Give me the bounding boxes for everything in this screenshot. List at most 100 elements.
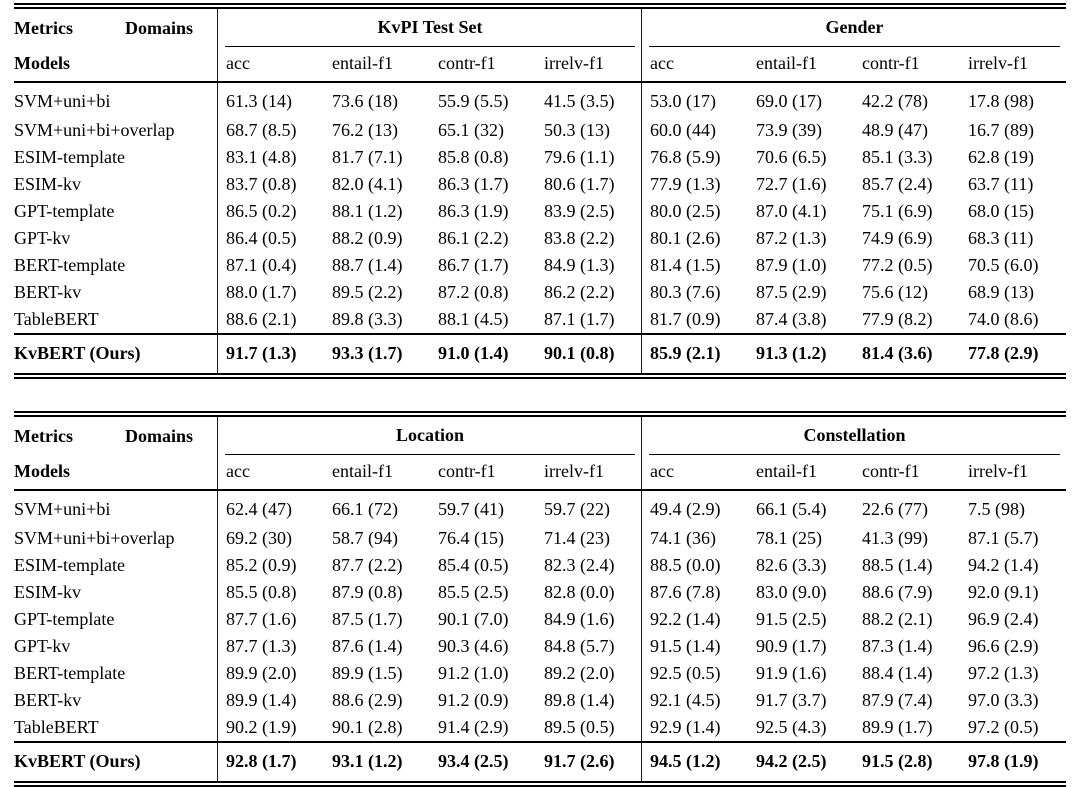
value-cell: 87.1 (1.7): [536, 306, 643, 333]
value-cell: 80.1 (2.6): [650, 227, 721, 248]
value-cell: 58.7 (94): [332, 527, 398, 548]
metric-header: irrelv-f1: [960, 455, 1067, 491]
metric-header: acc: [642, 47, 749, 83]
table-row: BERT-template 89.9 (2.0) 89.9 (1.5) 91.2 (1…: [14, 660, 1066, 687]
value-cell: 80.0 (2.5): [650, 200, 721, 221]
value-cell: 7.5 (98): [968, 499, 1026, 520]
value-cell: 97.2 (0.5): [968, 716, 1039, 737]
value-cell: 41.3 (99): [862, 527, 929, 548]
value-cell: 92.2 (1.4): [650, 608, 721, 629]
value-cell: 89.5 (2.2): [332, 281, 403, 302]
value-cell: 68.3 (11): [968, 227, 1034, 248]
metric-header-row: Models acc entail-f1 contr-f1 irrelv-f1 …: [14, 455, 1067, 491]
model-cell: BERT-template: [14, 660, 218, 687]
value-cell: 86.5 (0.2): [226, 200, 297, 221]
model-cell: SVM+uni+bi+overlap: [14, 117, 218, 144]
value-cell: 89.9 (2.0): [226, 662, 297, 683]
value-cell: 91.5 (2.5): [756, 608, 827, 629]
value-cell: 74.0 (8.6): [968, 308, 1039, 329]
metric-header: entail-f1: [748, 47, 855, 83]
value-cell: 88.4 (1.4): [862, 662, 933, 683]
table-row: BERT-kv 89.9 (1.4) 88.6 (2.9) 91.2 (0.9) 89.…: [14, 687, 1066, 714]
value-cell: 87.3 (1.4): [862, 635, 933, 656]
value-cell: 73.9 (39): [756, 119, 823, 140]
value-cell: 61.3 (14): [226, 91, 292, 112]
value-cell: 16.7 (89): [968, 119, 1035, 140]
value-cell: 88.2 (2.1): [862, 608, 933, 629]
table-row: ESIM-kv 85.5 (0.8) 87.9 (0.8) 85.5 (2.5) 82.…: [14, 579, 1066, 606]
table-row: SVM+uni+bi+overlap 68.7 (8.5) 76.2 (13) 65.…: [14, 117, 1066, 144]
value-cell: 85.9 (2.1): [642, 333, 749, 373]
value-cell: 87.7 (2.2): [332, 554, 403, 575]
table-gap: [14, 379, 1066, 411]
value-cell: 86.2 (2.2): [536, 279, 643, 306]
model-cell: BERT-kv: [14, 687, 218, 714]
value-cell: 83.8 (2.2): [536, 225, 643, 252]
value-cell: 49.4 (2.9): [650, 499, 721, 520]
value-cell: 77.9 (8.2): [862, 308, 933, 329]
value-cell: 88.7 (1.4): [332, 254, 403, 275]
group-header-constellation: Constellation: [642, 417, 1066, 455]
corner-header-cell: Metrics Domains: [14, 417, 218, 455]
value-cell: 88.5 (1.4): [862, 554, 933, 575]
value-cell: 22.6 (77): [862, 499, 929, 520]
metrics-label: Metrics: [14, 426, 73, 446]
value-cell: 88.1 (4.5): [438, 308, 509, 329]
metrics-label: Metrics: [14, 18, 73, 38]
value-cell: 70.6 (6.5): [756, 146, 827, 167]
value-cell: 94.5 (1.2): [642, 741, 749, 781]
models-header-cell: Models: [14, 47, 218, 83]
value-cell: 77.9 (1.3): [650, 173, 721, 194]
value-cell: 87.7 (1.6): [226, 608, 297, 629]
model-cell: ESIM-kv: [14, 171, 218, 198]
value-cell: 59.7 (22): [536, 491, 643, 525]
value-cell: 82.6 (3.3): [756, 554, 827, 575]
metric-header: acc: [218, 455, 324, 491]
value-cell: 78.1 (25): [756, 527, 823, 548]
value-cell: 92.8 (1.7): [218, 741, 324, 781]
value-cell: 87.5 (2.9): [756, 281, 827, 302]
value-cell: 93.4 (2.5): [430, 741, 536, 781]
value-cell: 89.9 (1.4): [226, 689, 297, 710]
value-cell: 89.2 (2.0): [536, 660, 643, 687]
value-cell: 87.2 (0.8): [438, 281, 509, 302]
value-cell: 89.9 (1.7): [862, 716, 933, 737]
value-cell: 62.8 (19): [968, 146, 1035, 167]
table-row: GPT-kv 86.4 (0.5) 88.2 (0.9) 86.1 (2.2) 83.8…: [14, 225, 1066, 252]
value-cell: 94.2 (2.5): [748, 741, 855, 781]
value-cell: 91.7 (2.6): [536, 741, 643, 781]
metric-header: irrelv-f1: [960, 47, 1067, 83]
value-cell: 97.8 (1.9): [960, 741, 1067, 781]
value-cell: 96.6 (2.9): [968, 635, 1039, 656]
value-cell: 81.7 (7.1): [332, 146, 403, 167]
value-cell: 92.0 (9.1): [968, 581, 1039, 602]
value-cell: 87.5 (1.7): [332, 608, 403, 629]
value-cell: 69.0 (17): [756, 91, 823, 112]
value-cell: 65.1 (32): [438, 119, 504, 140]
value-cell: 91.9 (1.6): [756, 662, 827, 683]
value-cell: 48.9 (47): [862, 119, 929, 140]
model-cell: SVM+uni+bi: [14, 491, 218, 525]
value-cell: 75.1 (6.9): [862, 200, 933, 221]
value-cell: 87.1 (5.7): [968, 527, 1039, 548]
value-cell: 86.3 (1.9): [438, 200, 509, 221]
metric-header: irrelv-f1: [536, 47, 643, 83]
model-cell: KvBERT (Ours): [14, 333, 218, 373]
value-cell: 92.5 (4.3): [756, 716, 827, 737]
group-header-row: Metrics Domains Location Constellation: [14, 417, 1066, 455]
value-cell: 89.8 (1.4): [536, 687, 643, 714]
model-cell: GPT-template: [14, 198, 218, 225]
highlight-row: KvBERT (Ours) 91.7 (1.3) 93.3 (1.7) 91.0 (1…: [14, 333, 1067, 373]
value-cell: 89.9 (1.5): [332, 662, 403, 683]
metric-header: contr-f1: [430, 455, 536, 491]
value-cell: 93.3 (1.7): [324, 333, 430, 373]
value-cell: 83.0 (9.0): [756, 581, 827, 602]
value-cell: 88.5 (0.0): [650, 554, 721, 575]
value-cell: 90.1 (2.8): [332, 716, 403, 737]
value-cell: 85.1 (3.3): [862, 146, 933, 167]
table-row: ESIM-template 83.1 (4.8) 81.7 (7.1) 85.8 (0…: [14, 144, 1066, 171]
value-cell: 84.8 (5.7): [536, 633, 643, 660]
table-row: SVM+uni+bi 61.3 (14) 73.6 (18) 55.9 (5.5) 41…: [14, 83, 1066, 117]
value-cell: 87.9 (0.8): [332, 581, 403, 602]
